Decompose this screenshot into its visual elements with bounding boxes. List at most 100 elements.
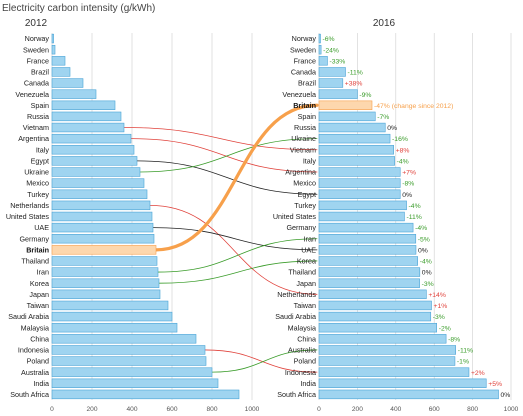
bar-poland (318, 356, 456, 366)
category-label-ukraine: Ukraine (291, 134, 316, 143)
x-tick-label: 200 (86, 406, 97, 413)
connector-australia (211, 349, 318, 373)
category-label-norway: Norway (25, 34, 50, 43)
x-tick-label: 1000 (504, 406, 519, 413)
rank-change-connectors (123, 103, 319, 373)
change-label-spain: -7% (377, 114, 389, 121)
connector-egypt (136, 160, 318, 195)
bar-indonesia (51, 345, 206, 355)
category-label-turkey: Turkey (27, 190, 49, 199)
category-label-poland: Poland (294, 357, 316, 366)
change-label-indonesia: +2% (471, 370, 485, 377)
category-label-france: France (27, 56, 49, 65)
change-label-australia: -11% (458, 348, 473, 355)
category-label-australia: Australia (288, 346, 316, 355)
category-label-italy: Italy (303, 156, 317, 165)
change-label-brazil: +38% (345, 81, 363, 88)
panel-2012: Norway Sweden France Brazil Canada Venezuela S… (6, 33, 240, 400)
category-label-canada: Canada (291, 68, 316, 77)
bar-mexico (51, 178, 145, 188)
change-label-egypt: 0% (402, 192, 412, 199)
bar-poland (51, 356, 207, 366)
change-label-ukraine: -16% (392, 136, 408, 143)
category-label-china: China (297, 334, 316, 343)
category-label-venezuela: Venezuela (282, 90, 316, 99)
bar-britain (318, 100, 373, 110)
change-label-norway: -6% (323, 36, 335, 43)
connector-uae (152, 227, 318, 251)
x-tick-label: 800 (467, 406, 478, 413)
category-label-russia: Russia (294, 123, 316, 132)
category-label-taiwan: Taiwan (27, 301, 49, 310)
bar-japan (51, 289, 161, 300)
bar-iran (51, 267, 159, 277)
change-label-france: -33% (329, 58, 345, 65)
bar-taiwan (318, 300, 432, 311)
change-label-uae: 0% (418, 247, 428, 254)
bar-thailand (51, 256, 158, 266)
bar-turkey (51, 189, 148, 199)
change-label-turkey: -4% (409, 203, 421, 210)
bar-britain (51, 245, 157, 255)
bar-korea (51, 278, 160, 288)
category-label-italy: Italy (36, 145, 50, 154)
x-tick-label: 600 (166, 406, 177, 413)
bar-ukraine (318, 133, 391, 144)
chart-title: Electricity carbon intensity (g/kWh) (2, 3, 155, 14)
bar-china (51, 334, 197, 344)
change-label-netherlands: +14% (428, 292, 446, 299)
bar-ukraine (51, 167, 141, 177)
category-label-korea: Korea (297, 257, 316, 266)
category-label-saudi-arabia: Saudi Arabia (8, 312, 49, 321)
bar-netherlands (51, 200, 151, 211)
change-label-mexico: -8% (402, 181, 414, 188)
category-label-india: India (300, 379, 316, 388)
category-label-sweden: Sweden (23, 45, 49, 54)
category-label-india: India (33, 379, 49, 388)
bar-spain (318, 111, 376, 122)
bar-sweden (318, 44, 322, 55)
bar-argentina (51, 133, 132, 144)
bar-iran (318, 234, 417, 244)
category-label-norway: Norway (292, 34, 317, 43)
change-label-argentina: +7% (402, 170, 416, 177)
category-label-vietnam: Vietnam (23, 123, 49, 132)
x-tick-label: 800 (206, 406, 217, 413)
connector-britain (154, 103, 319, 252)
bar-brazil (51, 67, 71, 77)
category-label-south-africa: South Africa (10, 390, 49, 399)
change-label-britain: -47% (change since 2012) (374, 103, 453, 110)
change-label-iran: -5% (418, 236, 430, 243)
category-label-russia: Russia (27, 112, 49, 121)
bar-egypt (51, 156, 138, 166)
change-label-canada: -11% (347, 70, 362, 77)
category-label-germany: Germany (286, 223, 316, 232)
category-label-china: China (30, 334, 49, 343)
category-label-brazil: Brazil (298, 79, 316, 88)
category-label-united-states: United States (273, 212, 317, 221)
bar-china (318, 334, 447, 344)
category-label-turkey: Turkey (294, 201, 316, 210)
bar-canada (51, 78, 84, 88)
bar-france (318, 56, 328, 66)
category-label-spain: Spain (31, 101, 49, 110)
bar-sweden (51, 44, 56, 55)
category-label-argentina: Argentina (285, 168, 316, 177)
x-tick-label: 0 (317, 406, 321, 413)
bar-vietnam (51, 122, 125, 133)
change-label-venezuela: -9% (359, 92, 371, 99)
category-label-netherlands: Netherlands (10, 201, 49, 210)
x-tick-label: 600 (429, 406, 440, 413)
bar-uae (318, 245, 417, 255)
category-label-poland: Poland (27, 357, 49, 366)
change-label-germany: -4% (415, 225, 427, 232)
category-label-taiwan: Taiwan (294, 301, 316, 310)
bar-japan (318, 278, 420, 288)
bar-mexico (318, 178, 401, 188)
category-label-britain: Britain (26, 245, 49, 254)
category-label-indonesia: Indonesia (18, 346, 49, 355)
change-label-poland: -1% (457, 359, 469, 366)
panel-2016: Norway -6% Sweden -24% France -33% Canada -11% B… (273, 33, 510, 400)
bar-malaysia (318, 322, 437, 333)
bar-italy (318, 156, 395, 166)
